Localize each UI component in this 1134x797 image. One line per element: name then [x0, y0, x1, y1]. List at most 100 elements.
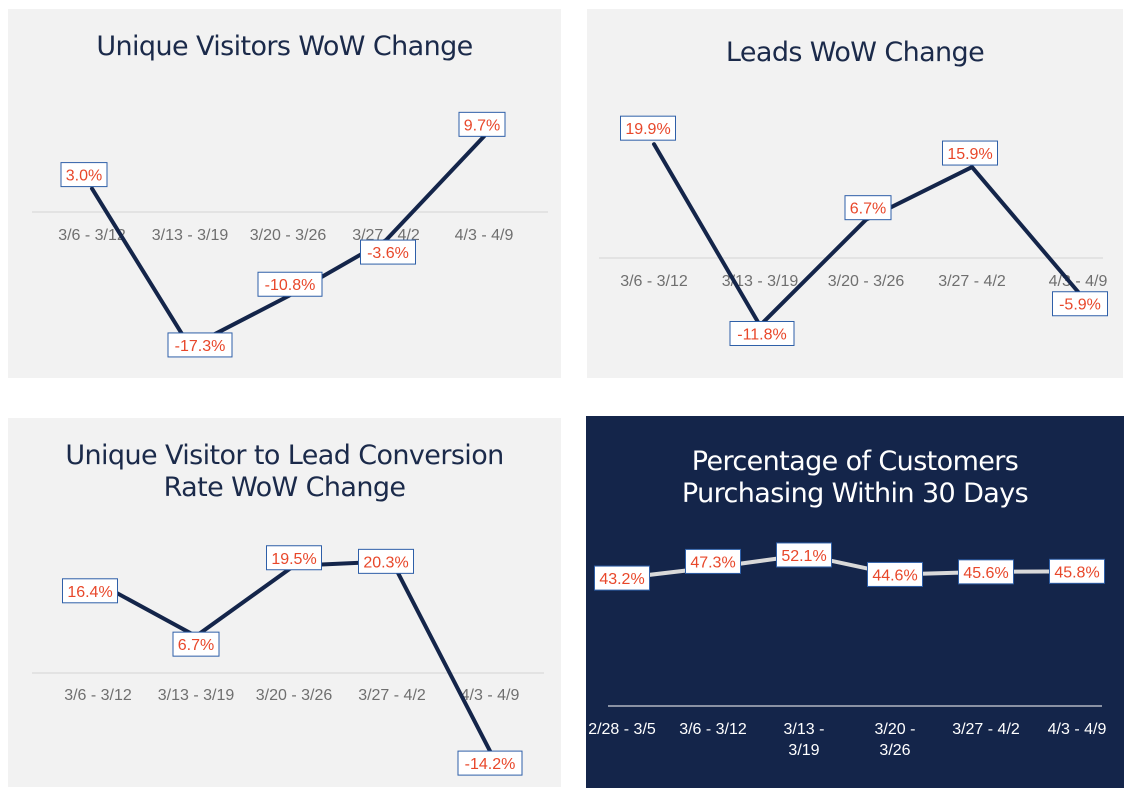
- chart-title: Unique Visitors WoW Change: [8, 31, 561, 63]
- data-label-text: 20.3%: [363, 554, 408, 571]
- x-tick-label: 4/3 - 4/9: [461, 687, 520, 704]
- chart-plot: 3/6 - 3/12 3/13 - 3/19 3/20 - 3/26 3/27 - 4…: [32, 111, 548, 358]
- x-tick-label: 3/6 - 3/12: [58, 227, 126, 244]
- data-label-text: 47.3%: [690, 554, 735, 571]
- chart-title-line: Leads WoW Change: [725, 37, 985, 68]
- data-label-box: [60, 162, 108, 188]
- data-label: 20.3%: [358, 548, 414, 574]
- data-label-text: 6.7%: [178, 637, 214, 654]
- chart-title: Leads WoW Change: [587, 37, 1123, 69]
- data-label-text: -11.8%: [737, 326, 787, 343]
- data-label-text: 52.1%: [781, 548, 826, 565]
- data-label-text: -3.6%: [367, 245, 409, 262]
- data-label: 19.9%: [620, 115, 676, 141]
- data-label-text: 15.9%: [947, 146, 992, 163]
- data-label: -3.6%: [360, 239, 416, 265]
- chart-title-line: Unique Visitor to Lead Conversion: [65, 440, 504, 471]
- data-label: -11.8%: [729, 320, 795, 346]
- x-tick-label: 4/3 - 4/9: [1049, 273, 1108, 290]
- x-tick-label: 3/27 - 4/2: [358, 687, 426, 704]
- data-label-box: [457, 750, 523, 776]
- data-label: -14.2%: [457, 750, 523, 776]
- data-label: 6.7%: [172, 631, 220, 657]
- x-tick-label: 3/6 - 3/12: [620, 273, 688, 290]
- chart-title-line: Purchasing Within 30 Days: [681, 478, 1029, 509]
- data-label-box: [62, 578, 118, 604]
- data-label-text: 9.7%: [464, 117, 500, 134]
- data-label-text: 16.4%: [67, 584, 112, 601]
- data-label-box: [167, 332, 233, 358]
- data-label-box: [172, 631, 220, 657]
- data-label: 47.3%: [685, 548, 741, 574]
- data-label: 52.1%: [776, 542, 832, 568]
- chart-leads: Leads WoW Change 3/6 - 3/12 3/13 - 3/19 3/…: [587, 9, 1123, 378]
- data-label-text: 45.6%: [963, 565, 1008, 582]
- x-tick-label: 3/6 - 3/12: [679, 721, 747, 738]
- data-label-text: -14.2%: [465, 756, 516, 773]
- data-label: 19.5%: [266, 545, 322, 571]
- chart-title-line: Unique Visitors WoW Change: [96, 31, 473, 62]
- data-label: 9.7%: [458, 111, 506, 137]
- data-label-text: 44.6%: [872, 567, 917, 584]
- series-line: [96, 559, 492, 754]
- chart-plot: 3/6 - 3/12 3/13 - 3/19 3/20 - 3/26 3/27 - 4…: [599, 115, 1108, 346]
- data-label-box: [358, 548, 414, 574]
- data-label: 3.0%: [60, 162, 108, 188]
- data-label-box: [958, 559, 1014, 585]
- data-label: 45.8%: [1049, 558, 1105, 584]
- data-label: -10.8%: [257, 271, 323, 297]
- data-label-text: 45.8%: [1054, 564, 1099, 581]
- chart-customers-purchasing: Percentage of Customers Purchasing Withi…: [586, 416, 1124, 788]
- chart-plot: 2/28 - 3/5 3/6 - 3/12 3/13 -3/19 3/20 -3/26…: [588, 542, 1107, 759]
- series-line: [652, 142, 1080, 328]
- data-label: 6.7%: [844, 195, 892, 221]
- data-label: -5.9%: [1052, 291, 1108, 317]
- data-label-box: [266, 545, 322, 571]
- x-tick-label: 3/6 - 3/12: [64, 687, 132, 704]
- data-label-box: [867, 561, 923, 587]
- data-label: -17.3%: [167, 332, 233, 358]
- x-tick-label: 3/13 - 3/19: [152, 227, 229, 244]
- data-label-text: 19.9%: [625, 121, 670, 138]
- data-label-box: [942, 140, 998, 166]
- x-tick-label: 3/27 - 4/2: [952, 721, 1020, 738]
- data-label-box: [1049, 558, 1105, 584]
- chart-title: Percentage of Customers Purchasing Withi…: [586, 446, 1124, 510]
- chart-title-line: Percentage of Customers: [691, 446, 1019, 477]
- data-label-text: -5.9%: [1059, 297, 1101, 314]
- x-tick-label: 3/13 - 3/19: [158, 687, 235, 704]
- x-tick-label: 2/28 - 3/5: [588, 721, 656, 738]
- data-label: 16.4%: [62, 578, 118, 604]
- data-label-box: [620, 115, 676, 141]
- data-label-box: [844, 195, 892, 221]
- data-label-box: [1052, 291, 1108, 317]
- data-label: 45.6%: [958, 559, 1014, 585]
- x-tick-label: 3/13 - 3/19: [722, 273, 799, 290]
- data-label-box: [257, 271, 323, 297]
- data-label-text: -10.8%: [265, 277, 316, 294]
- data-label-text: 6.7%: [850, 201, 886, 218]
- chart-title-line: Rate WoW Change: [163, 472, 406, 503]
- data-label-text: -17.3%: [175, 338, 226, 355]
- data-label-box: [458, 111, 506, 137]
- chart-plot: 3/6 - 3/12 3/13 - 3/19 3/20 - 3/26 3/27 - 4…: [32, 545, 544, 776]
- data-label: 44.6%: [867, 561, 923, 587]
- data-label-text: 43.2%: [599, 571, 644, 588]
- x-tick-label: 3/13 -3/19: [784, 721, 825, 759]
- data-label-box: [729, 320, 795, 346]
- chart-title: Unique Visitor to Lead Conversion Rate W…: [8, 440, 561, 504]
- data-label: 15.9%: [942, 140, 998, 166]
- chart-unique-visitors: Unique Visitors WoW Change 3/6 - 3/12 3/1…: [8, 9, 561, 378]
- data-label-box: [360, 239, 416, 265]
- data-label-text: 19.5%: [271, 551, 316, 568]
- x-tick-label: 3/20 - 3/26: [256, 687, 333, 704]
- x-tick-label: 4/3 - 4/9: [1048, 721, 1107, 738]
- data-label-box: [685, 548, 741, 574]
- data-label: 43.2%: [594, 565, 650, 591]
- data-label-box: [594, 565, 650, 591]
- x-tick-label: 3/20 - 3/26: [250, 227, 327, 244]
- data-label-text: 3.0%: [66, 168, 102, 185]
- chart-conversion-rate: Unique Visitor to Lead Conversion Rate W…: [8, 418, 561, 787]
- x-tick-label: 3/27 - 4/2: [938, 273, 1006, 290]
- x-tick-label: 3/20 -3/26: [875, 721, 916, 759]
